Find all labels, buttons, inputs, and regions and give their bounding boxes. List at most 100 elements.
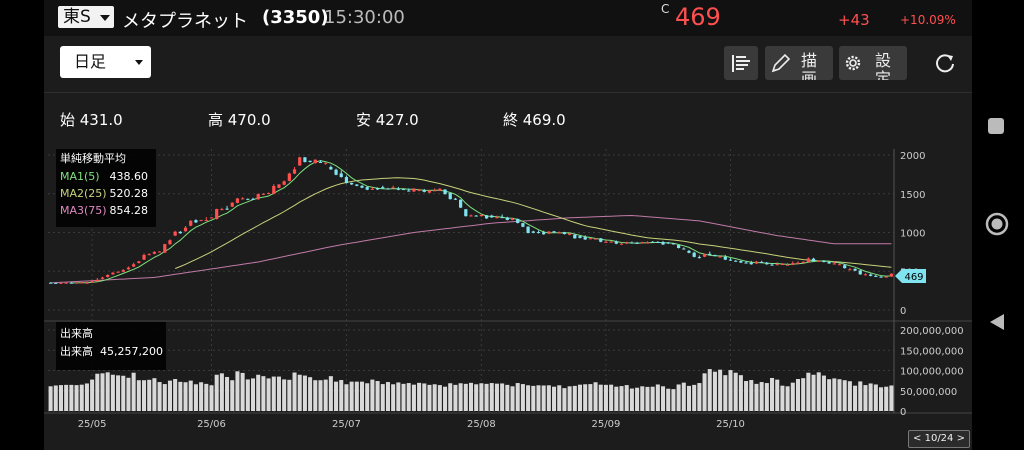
candle [635,241,639,244]
candle-body [324,162,328,164]
candle [370,187,374,190]
candle [235,197,240,204]
chart-toolbar: 日足 描画 [44,36,972,93]
candle-body [401,189,406,191]
candle [542,230,546,235]
back-button[interactable] [988,312,1006,332]
candle [386,187,390,190]
candle [734,260,738,262]
candle-body [568,233,572,235]
candle [578,235,582,239]
refresh-icon[interactable] [934,52,956,74]
candle-body [54,282,58,284]
candle [583,235,587,240]
volume-series [48,369,894,411]
candle-body [562,232,567,235]
candle-body [640,242,644,244]
volume-bar [531,385,536,411]
x-tick-label: 25/07 [332,419,361,430]
candle [609,240,613,243]
volume-bar [344,384,349,411]
volume-bar [645,386,650,411]
candle-body [863,274,868,276]
volume-bar [702,373,707,411]
candle [157,251,162,253]
candle [557,231,561,234]
candle [625,241,629,245]
volume-bar [858,381,863,411]
candle-body [484,215,489,219]
volume-bar [562,388,567,411]
candle-body [209,217,214,219]
volume-bar [640,386,645,411]
candle [510,217,515,221]
candle-body [531,231,535,233]
candle-body [292,169,297,174]
volume-bar [598,384,603,411]
stock-code: (3350) [262,7,329,28]
volume-bar [116,375,121,411]
volume-bar [437,385,442,411]
market-select[interactable]: 東S [58,6,114,28]
draw-button[interactable]: 描画 [765,46,833,80]
volume-bar [302,375,307,411]
volume-bar [84,383,89,411]
candle-body [334,169,338,175]
volume-bar [692,384,697,411]
candle-body [433,190,437,192]
settings-button[interactable]: 設定 [839,46,907,80]
candle-body [173,231,177,236]
candle [614,240,618,245]
volume-bar [723,375,728,411]
candle [676,244,681,249]
candle-body [728,259,733,261]
candle [339,170,343,178]
volume-bar [188,380,193,411]
candle-body [806,258,810,263]
candle-body [801,261,805,263]
candle [137,260,141,264]
indicator-list-button[interactable] [724,46,758,80]
bar-list-icon [732,55,750,72]
volume-bar [214,374,219,411]
pencil-icon [771,53,791,73]
quote-time: 15:30:00 [324,7,405,28]
price-tick-label: 1500 [900,190,925,201]
candle-body [770,264,774,266]
candle-body [749,262,753,265]
volume-bar [738,375,743,411]
candle [381,185,385,189]
candle-body [536,232,541,234]
price-tick-label: 1000 [900,229,925,240]
volume-bar [230,380,235,411]
candle [391,185,395,189]
volume-bar [489,383,494,411]
recent-apps-button[interactable] [988,118,1004,134]
volume-bar [370,379,375,411]
date-navigator[interactable]: < 10/24 > [908,430,970,448]
ma3-line [50,214,892,284]
candle [272,184,276,195]
candle [687,249,691,254]
ohlc-summary: 始 431.0 高 470.0 安 427.0 終 469.0 [44,93,972,147]
candle-body [510,219,515,221]
market-label: 東S [63,7,91,27]
x-tick-label: 25/06 [197,419,226,430]
candle [692,251,696,258]
period-select[interactable]: 日足 [60,46,151,78]
volume-bar [795,379,801,411]
home-button[interactable] [984,211,1010,237]
candle [168,239,172,245]
candle [194,219,198,223]
chart-area[interactable]: 25/0525/0625/0725/0825/0925/100500100015… [44,145,972,450]
candle [604,240,608,243]
candle-body [116,271,120,273]
candle [889,273,894,278]
volume-bar [240,372,245,411]
volume-bar [889,385,894,411]
candle [277,184,281,189]
candle-body [168,240,172,245]
candle-body [157,251,162,253]
volume-bar [873,384,878,411]
candle-body [246,198,250,200]
